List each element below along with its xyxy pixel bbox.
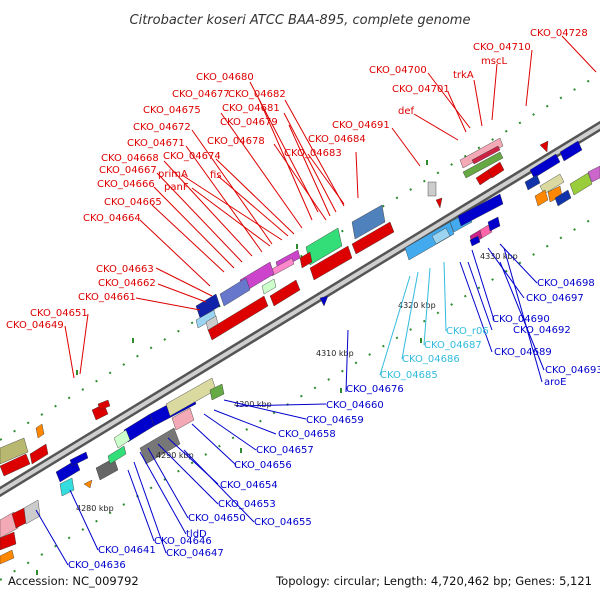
label-cko-04678: CKO_04678 (207, 136, 265, 147)
label-cko-04677: CKO_04677 (172, 89, 230, 100)
label-cko-04649: CKO_04649 (6, 320, 64, 331)
label-tldd: tldD (186, 529, 207, 540)
label-cko-04668: CKO_04668 (101, 153, 159, 164)
label-cko-04689: CKO_04689 (494, 347, 552, 358)
label-cko-04647: CKO_04647 (166, 548, 224, 559)
kbp-4290: 4290 kbp (156, 451, 194, 460)
feature-cluster-left (0, 423, 75, 565)
red-leader-lines (64, 35, 597, 379)
label-cko-04681: CKO_04681 (222, 103, 280, 114)
label-cko-04651: CKO_04651 (30, 308, 88, 319)
label-cko-04661: CKO_04661 (78, 292, 136, 303)
label-cko-04656: CKO_04656 (234, 460, 292, 471)
label-cko-04641: CKO_04641 (98, 545, 156, 556)
label-cko-04690: CKO_04690 (492, 314, 550, 325)
label-cko-04653: CKO_04653 (218, 499, 276, 510)
cyan-leader-lines (379, 261, 447, 376)
kbp-4280: 4280 kbp (76, 504, 114, 513)
label-cko-04698: CKO_04698 (537, 278, 595, 289)
label-cko-04700: CKO_04700 (369, 65, 427, 76)
genome-features (0, 137, 600, 575)
kbp-markers: 4280 kbp 4290 kbp 4300 kbp 4310 kbp 4320… (76, 252, 518, 513)
map-title: Citrobacter koseri ATCC BAA-895, complet… (130, 13, 471, 28)
label-aroe: aroE (544, 377, 566, 388)
label-cko-04658: CKO_04658 (278, 429, 336, 440)
cyan-labels: CKO_r06 CKO_04687 CKO_04686 CKO_04685 (380, 326, 489, 381)
label-cko-04646: CKO_04646 (154, 536, 212, 547)
label-cko-04710: CKO_04710 (473, 42, 531, 53)
label-cko-04679: CKO_04679 (220, 117, 278, 128)
accession-text: Accession: NC_009792 (8, 574, 139, 588)
label-cko-04662: CKO_04662 (98, 278, 156, 289)
label-cko-04650: CKO_04650 (188, 513, 246, 524)
feature-cluster-4330 (319, 181, 504, 307)
feature-cluster-top (459, 137, 600, 207)
red-labels: CKO_04728 CKO_04710 mscL trkA CKO_04700 … (6, 28, 588, 331)
label-cko-04686: CKO_04686 (402, 354, 460, 365)
label-cko-04684: CKO_04684 (308, 134, 366, 145)
label-cko-04671: CKO_04671 (127, 138, 185, 149)
kbp-4320: 4320 kbp (398, 301, 436, 310)
label-cko-r06: CKO_r06 (446, 326, 489, 337)
label-cko-04674: CKO_04674 (163, 151, 221, 162)
blue-leader-lines (35, 243, 545, 566)
label-cko-04676: CKO_04676 (346, 384, 404, 395)
label-cko-04691: CKO_04691 (332, 120, 390, 131)
track-ticks (36, 160, 428, 575)
label-cko-04657: CKO_04657 (256, 445, 314, 456)
label-cko-04683: CKO_04683 (284, 148, 342, 159)
label-cko-04728: CKO_04728 (530, 28, 588, 39)
kbp-4300: 4300 kbp (234, 400, 272, 409)
label-cko-04685: CKO_04685 (380, 370, 438, 381)
feature-cluster-4315 (195, 204, 395, 341)
label-panf: panF (164, 182, 189, 193)
label-cko-04654: CKO_04654 (220, 480, 278, 491)
label-cko-04675: CKO_04675 (143, 105, 201, 116)
label-cko-04687: CKO_04687 (424, 340, 482, 351)
label-prima: primA (158, 169, 188, 180)
label-trka: trkA (453, 70, 474, 81)
label-cko-04636: CKO_04636 (68, 560, 126, 571)
feature-cluster-4295 (55, 377, 225, 489)
kbp-4310: 4310 kbp (316, 349, 354, 358)
label-fis: fis (210, 170, 222, 181)
label-cko-04693: CKO_04693 (545, 365, 600, 376)
label-def: def (398, 106, 415, 117)
label-mscl: mscL (481, 56, 507, 67)
label-cko-04663: CKO_04663 (96, 264, 154, 275)
label-cko-04664: CKO_04664 (83, 213, 141, 224)
label-cko-04682: CKO_04682 (228, 89, 286, 100)
label-cko-04659: CKO_04659 (306, 415, 364, 426)
kbp-4330: 4330 kbp (480, 252, 518, 261)
blue-labels: CKO_04698 CKO_04697 CKO_04690 CKO_04692 … (68, 278, 600, 571)
label-cko-04701: CKO_04701 (392, 84, 450, 95)
label-cko-04665: CKO_04665 (104, 197, 162, 208)
label-cko-04666: CKO_04666 (97, 179, 155, 190)
label-cko-04667: CKO_04667 (99, 165, 157, 176)
topology-text: Topology: circular; Length: 4,720,462 bp… (275, 574, 592, 588)
label-cko-04672: CKO_04672 (133, 122, 191, 133)
label-cko-04692: CKO_04692 (513, 325, 571, 336)
label-cko-04697: CKO_04697 (526, 293, 584, 304)
genome-backbone (0, 120, 600, 498)
label-cko-04680: CKO_04680 (196, 72, 254, 83)
label-cko-04655: CKO_04655 (254, 517, 312, 528)
label-cko-04660: CKO_04660 (326, 400, 384, 411)
